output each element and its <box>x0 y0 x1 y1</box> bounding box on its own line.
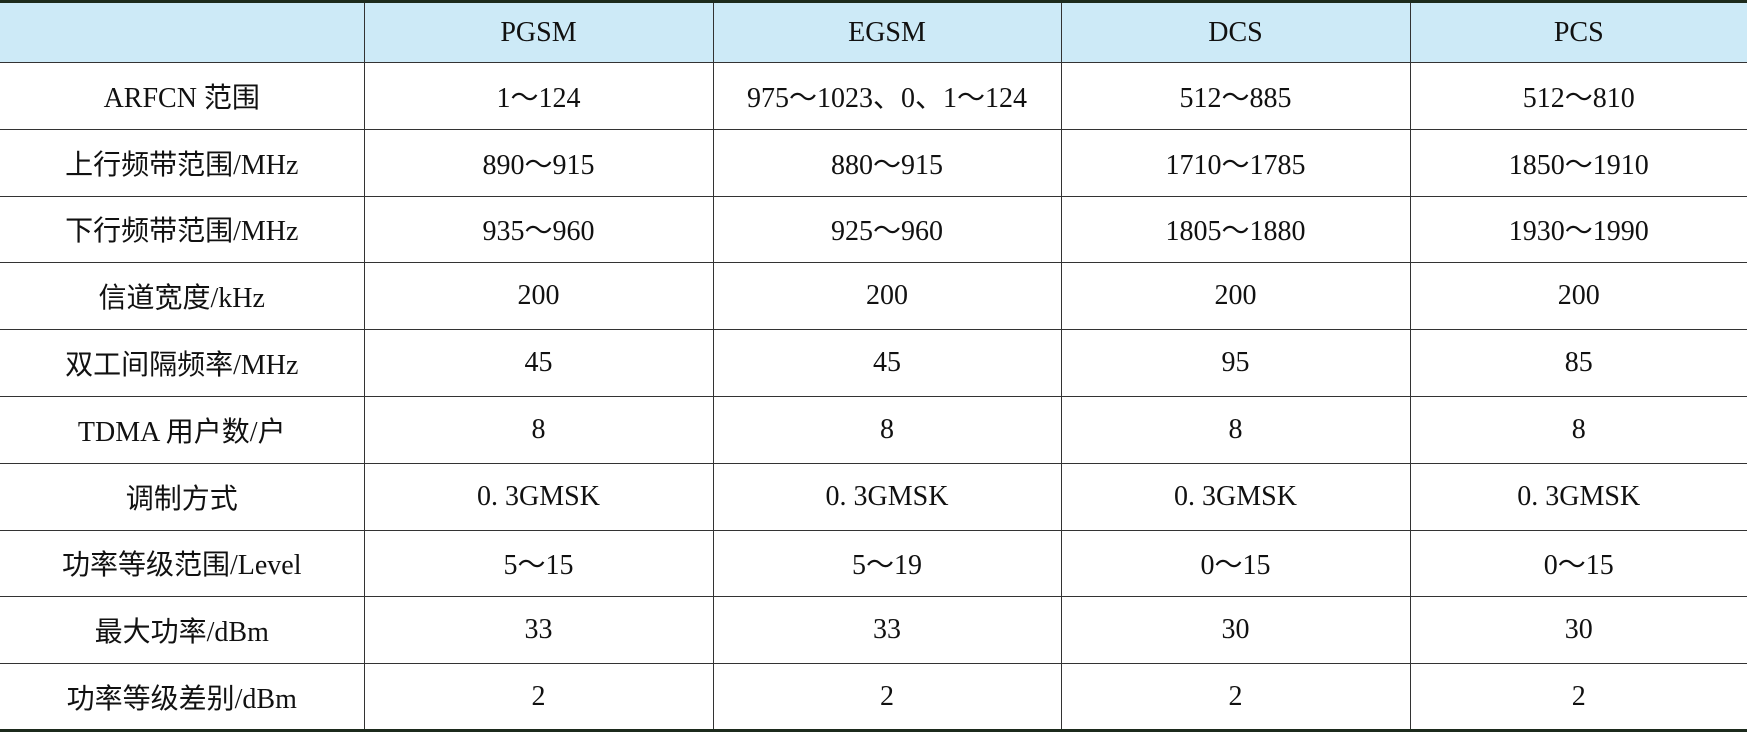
table-cell: 2 <box>712 663 1062 731</box>
table-cell: 0. 3GMSK <box>363 462 714 531</box>
table-body: ARFCN 范围 1～124 975～1023、0、1～124 512～885 512～… <box>0 62 1747 731</box>
table-row: ARFCN 范围 1～124 975～1023、0、1～124 512～885 512～… <box>0 62 1747 130</box>
table-row: 调制方式 0. 3GMSK 0. 3GMSK 0. 3GMSK 0. 3GMSK <box>0 462 1747 531</box>
row-label: TDMA 用户数/户 <box>0 395 365 464</box>
table-cell: 8 <box>712 395 1062 464</box>
table-cell: 200 <box>363 262 714 331</box>
table-cell: 45 <box>363 329 714 397</box>
header-cell: EGSM <box>712 1 1062 63</box>
table-row: 最大功率/dBm 33 33 30 30 <box>0 596 1747 665</box>
corner-cell <box>0 1 365 63</box>
table-cell: 8 <box>363 395 714 464</box>
header-cell: DCS <box>1060 1 1411 63</box>
table-row: 信道宽度/kHz 200 200 200 200 <box>0 262 1747 331</box>
table-cell: 1930～1990 <box>1409 195 1747 264</box>
header-cell: PCS <box>1409 1 1747 63</box>
table-cell: 890～915 <box>363 128 714 197</box>
row-label: 功率等级范围/Level <box>0 529 365 598</box>
table-cell: 8 <box>1060 395 1411 464</box>
table-cell: 1～124 <box>363 62 714 130</box>
table-cell: 935～960 <box>363 195 714 264</box>
table-row: 功率等级范围/Level 5～15 5～19 0～15 0～15 <box>0 529 1747 598</box>
row-label: 信道宽度/kHz <box>0 262 365 331</box>
table-cell: 0. 3GMSK <box>712 462 1062 531</box>
table-cell: 925～960 <box>712 195 1062 264</box>
table-row: 上行频带范围/MHz 890～915 880～915 1710～1785 1850～19… <box>0 128 1747 197</box>
table-row: TDMA 用户数/户 8 8 8 8 <box>0 395 1747 464</box>
table-cell: 0～15 <box>1409 529 1747 598</box>
row-label: 调制方式 <box>0 462 365 531</box>
table-cell: 85 <box>1409 329 1747 397</box>
table-cell: 2 <box>1409 663 1747 731</box>
table-cell: 33 <box>712 596 1062 665</box>
table-cell: 2 <box>363 663 714 731</box>
row-label: 最大功率/dBm <box>0 596 365 665</box>
table-cell: 5～15 <box>363 529 714 598</box>
table-cell: 200 <box>1409 262 1747 331</box>
table-cell: 33 <box>363 596 714 665</box>
table-cell: 30 <box>1060 596 1411 665</box>
table-cell: 1805～1880 <box>1060 195 1411 264</box>
table-cell: 0. 3GMSK <box>1409 462 1747 531</box>
row-label: ARFCN 范围 <box>0 62 365 130</box>
row-label: 下行频带范围/MHz <box>0 195 365 264</box>
table-cell: 512～885 <box>1060 62 1411 130</box>
table-row: 下行频带范围/MHz 935～960 925～960 1805～1880 1930～19… <box>0 195 1747 264</box>
table-cell: 200 <box>712 262 1062 331</box>
table-cell: 512～810 <box>1409 62 1747 130</box>
header-row: PGSM EGSM DCS PCS <box>0 1 1747 63</box>
table-row: 双工间隔频率/MHz 45 45 95 85 <box>0 329 1747 397</box>
row-label: 上行频带范围/MHz <box>0 128 365 197</box>
row-label: 功率等级差别/dBm <box>0 663 365 731</box>
table-cell: 45 <box>712 329 1062 397</box>
table-cell: 8 <box>1409 395 1747 464</box>
table-cell: 880～915 <box>712 128 1062 197</box>
table-cell: 5～19 <box>712 529 1062 598</box>
table-row: 功率等级差别/dBm 2 2 2 2 <box>0 663 1747 731</box>
table-cell: 0～15 <box>1060 529 1411 598</box>
table-cell: 1850～1910 <box>1409 128 1747 197</box>
header-cell: PGSM <box>363 1 714 63</box>
table-cell: 30 <box>1409 596 1747 665</box>
table-cell: 2 <box>1060 663 1411 731</box>
table-cell: 95 <box>1060 329 1411 397</box>
table-header: PGSM EGSM DCS PCS <box>0 1 1747 63</box>
row-label: 双工间隔频率/MHz <box>0 329 365 397</box>
table-cell: 200 <box>1060 262 1411 331</box>
table-cell: 0. 3GMSK <box>1060 462 1411 531</box>
table-cell: 1710～1785 <box>1060 128 1411 197</box>
table-cell: 975～1023、0、1～124 <box>712 62 1062 130</box>
